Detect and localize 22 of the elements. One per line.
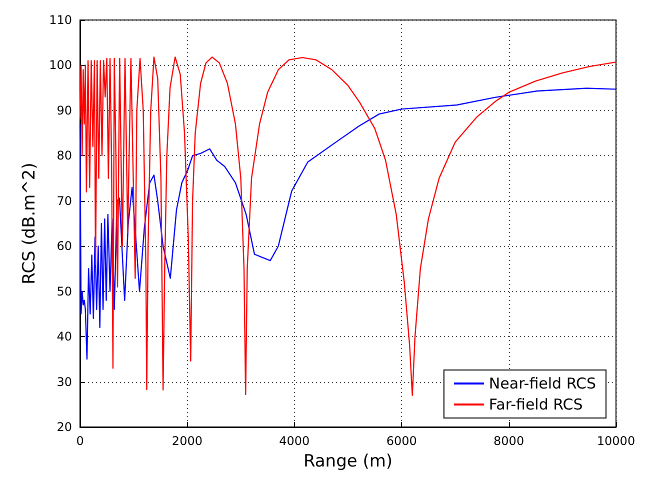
y-tick-label: 30 [56,374,72,389]
y-tick-label: 60 [56,239,72,254]
y-axis-title: RCS (dB.m^2) [20,162,40,284]
legend-label: Far-field RCS [488,396,583,414]
x-tick-label: 2000 [172,434,202,448]
y-tick-label: 100 [49,58,72,72]
y-tick-label: 40 [56,330,72,344]
y-tick-label: 110 [49,13,72,27]
legend-label: Near-field RCS [488,374,596,392]
y-tick-label: 80 [56,148,72,163]
y-tick-label: 70 [56,194,72,208]
y-tick-label: 50 [56,284,72,298]
x-tick-label: 8000 [494,434,524,448]
y-tick-label: 90 [56,103,72,118]
y-tick-label: 20 [56,420,72,434]
x-tick-label: 10000 [596,434,636,448]
x-tick-label: 4000 [279,434,310,448]
line-series [79,56,617,396]
x-tick-label: 0 [76,434,84,448]
line-series [79,88,617,360]
x-tick-label: 6000 [386,434,417,448]
x-axis-title: Range (m) [303,452,393,472]
